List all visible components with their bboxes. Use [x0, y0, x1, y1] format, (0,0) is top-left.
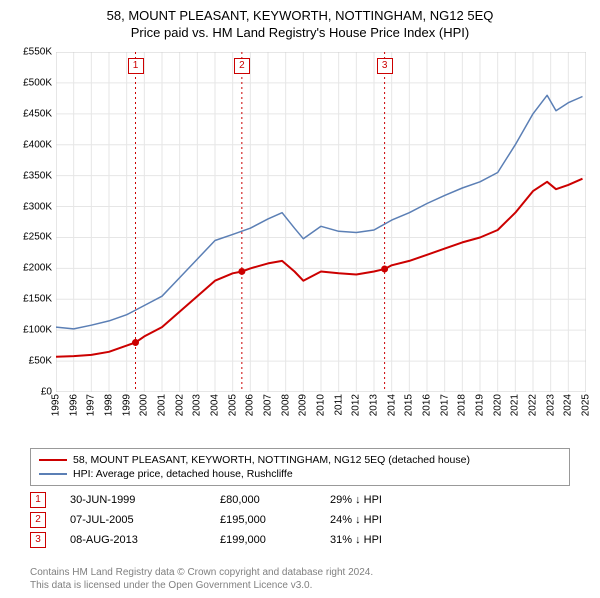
y-axis-labels: £0£50K£100K£150K£200K£250K£300K£350K£400… [10, 52, 54, 412]
sales-marker: 3 [30, 532, 46, 548]
x-tick-label: 1995 [51, 394, 62, 416]
y-tick-label: £450K [23, 108, 52, 119]
y-tick-label: £100K [23, 325, 52, 336]
sales-diff: 29% ↓ HPI [330, 494, 450, 506]
attribution-line1: Contains HM Land Registry data © Crown c… [30, 566, 373, 579]
y-tick-label: £50K [29, 356, 52, 367]
x-tick-label: 1999 [121, 394, 132, 416]
chart-title: 58, MOUNT PLEASANT, KEYWORTH, NOTTINGHAM… [0, 8, 600, 23]
x-tick-label: 2006 [245, 394, 256, 416]
y-tick-label: £500K [23, 77, 52, 88]
x-tick-label: 2011 [333, 394, 344, 416]
x-axis-labels: 1995199619971998199920002001200220032004… [56, 394, 586, 418]
sales-marker: 1 [30, 492, 46, 508]
x-tick-label: 2014 [386, 394, 397, 416]
legend-row: HPI: Average price, detached house, Rush… [39, 467, 561, 481]
sales-date: 30-JUN-1999 [70, 494, 220, 506]
sales-row: 2 07-JUL-2005£195,00024% ↓ HPI [30, 510, 450, 530]
x-tick-label: 2023 [545, 394, 556, 416]
x-tick-label: 2015 [404, 394, 415, 416]
sale-marker-3: 3 [377, 58, 393, 74]
x-tick-label: 2018 [457, 394, 468, 416]
x-tick-label: 1996 [68, 394, 79, 416]
sales-diff: 31% ↓ HPI [330, 534, 450, 546]
x-tick-label: 2007 [263, 394, 274, 416]
y-tick-label: £550K [23, 47, 52, 58]
legend: 58, MOUNT PLEASANT, KEYWORTH, NOTTINGHAM… [30, 448, 570, 486]
sales-date: 07-JUL-2005 [70, 514, 220, 526]
x-tick-label: 1998 [104, 394, 115, 416]
chart-area: £0£50K£100K£150K£200K£250K£300K£350K£400… [10, 52, 590, 412]
x-tick-label: 2020 [492, 394, 503, 416]
x-tick-label: 1997 [86, 394, 97, 416]
y-tick-label: £300K [23, 201, 52, 212]
y-tick-label: £400K [23, 139, 52, 150]
sales-row: 3 08-AUG-2013£199,00031% ↓ HPI [30, 530, 450, 550]
y-tick-label: £200K [23, 263, 52, 274]
x-tick-label: 2024 [563, 394, 574, 416]
x-tick-label: 2016 [422, 394, 433, 416]
sale-marker-2: 2 [234, 58, 250, 74]
x-tick-label: 2005 [227, 394, 238, 416]
x-tick-label: 2019 [475, 394, 486, 416]
x-tick-label: 2009 [298, 394, 309, 416]
sale-marker-1: 1 [128, 58, 144, 74]
x-tick-label: 2008 [280, 394, 291, 416]
legend-label: 58, MOUNT PLEASANT, KEYWORTH, NOTTINGHAM… [73, 454, 470, 466]
legend-label: HPI: Average price, detached house, Rush… [73, 468, 293, 480]
chart-subtitle: Price paid vs. HM Land Registry's House … [0, 25, 600, 40]
x-tick-label: 2000 [139, 394, 150, 416]
y-tick-label: £250K [23, 232, 52, 243]
x-tick-label: 2003 [192, 394, 203, 416]
legend-swatch [39, 473, 67, 475]
sales-table: 1 30-JUN-1999£80,00029% ↓ HPI 2 07-JUL-2005… [30, 490, 450, 550]
sales-diff: 24% ↓ HPI [330, 514, 450, 526]
x-tick-label: 2022 [528, 394, 539, 416]
sales-row: 1 30-JUN-1999£80,00029% ↓ HPI [30, 490, 450, 510]
x-tick-label: 2017 [439, 394, 450, 416]
sales-date: 08-AUG-2013 [70, 534, 220, 546]
x-tick-label: 2002 [174, 394, 185, 416]
plot-svg [56, 52, 586, 392]
sales-marker: 2 [30, 512, 46, 528]
attribution: Contains HM Land Registry data © Crown c… [30, 566, 373, 592]
x-tick-label: 2001 [157, 394, 168, 416]
legend-swatch [39, 459, 67, 461]
x-tick-label: 2021 [510, 394, 521, 416]
y-tick-label: £350K [23, 170, 52, 181]
x-tick-label: 2010 [316, 394, 327, 416]
y-tick-label: £150K [23, 294, 52, 305]
legend-row: 58, MOUNT PLEASANT, KEYWORTH, NOTTINGHAM… [39, 453, 561, 467]
sales-price: £199,000 [220, 534, 330, 546]
x-tick-label: 2025 [581, 394, 592, 416]
x-tick-label: 2012 [351, 394, 362, 416]
sales-price: £80,000 [220, 494, 330, 506]
x-tick-label: 2013 [369, 394, 380, 416]
x-tick-label: 2004 [210, 394, 221, 416]
sales-price: £195,000 [220, 514, 330, 526]
attribution-line2: This data is licensed under the Open Gov… [30, 579, 373, 592]
